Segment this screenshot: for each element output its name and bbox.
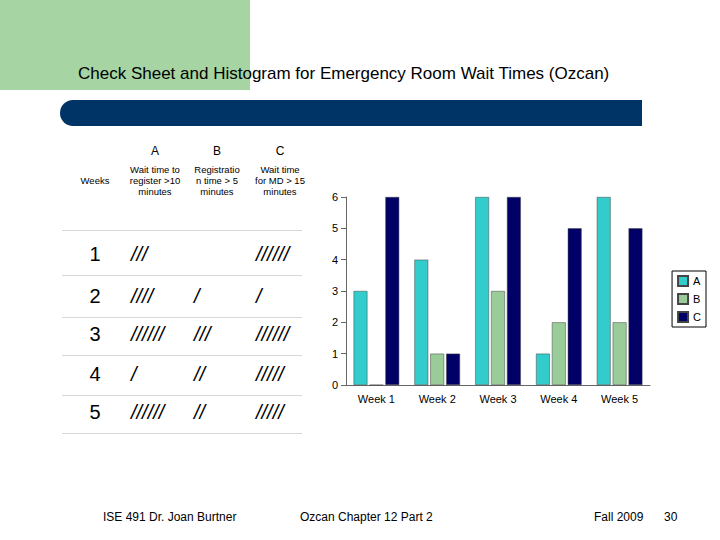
html-text:ISE 491 Dr. Joan Burtner: ISE 491 Dr. Joan Burtner xyxy=(103,510,237,524)
html-text:1: 1 xyxy=(89,243,101,265)
svg-text:3: 3 xyxy=(332,285,338,297)
html-text:C: C xyxy=(275,144,285,158)
html-text:B: B xyxy=(213,144,221,158)
svg-text:6: 6 xyxy=(332,191,338,203)
html-text:2: 2 xyxy=(89,285,101,307)
html-text:Fall 2009: Fall 2009 xyxy=(594,510,644,524)
html-text:30: 30 xyxy=(664,510,678,524)
svg-text:A: A xyxy=(693,275,701,287)
svg-text:5: 5 xyxy=(332,222,338,234)
html-text:Registration time > 5 minutes: Registration time > 5 minutes xyxy=(194,164,240,197)
svg-text:Week 1: Week 1 xyxy=(358,393,395,405)
svg-text:Week 5: Week 5 xyxy=(601,393,638,405)
html-text:Check Sheet and Histogram for: Check Sheet and Histogram for Emergency … xyxy=(78,64,610,83)
svg-text:Week 2: Week 2 xyxy=(419,393,456,405)
svg-text:4: 4 xyxy=(332,254,338,266)
html-text:3: 3 xyxy=(89,323,101,345)
html-text:Wait time to register >10 minu: Wait time to register >10 minutes xyxy=(129,164,181,197)
svg-text:Week 4: Week 4 xyxy=(540,393,577,405)
svg-text:0: 0 xyxy=(332,379,338,391)
svg-text:Week 3: Week 3 xyxy=(479,393,516,405)
html-text:A: A xyxy=(151,144,159,158)
html-text:Weeks: Weeks xyxy=(80,175,110,186)
svg-text:B: B xyxy=(693,293,700,305)
html-text:4: 4 xyxy=(89,363,101,385)
html-text:Wait time for MD > 15 minutes: Wait time for MD > 15 minutes xyxy=(255,164,305,197)
svg-text:1: 1 xyxy=(332,348,338,360)
svg-text:2: 2 xyxy=(332,316,338,328)
html-text:Ozcan Chapter 12 Part 2: Ozcan Chapter 12 Part 2 xyxy=(300,510,433,524)
svg-text:C: C xyxy=(693,311,701,323)
html-text:5: 5 xyxy=(89,401,101,423)
